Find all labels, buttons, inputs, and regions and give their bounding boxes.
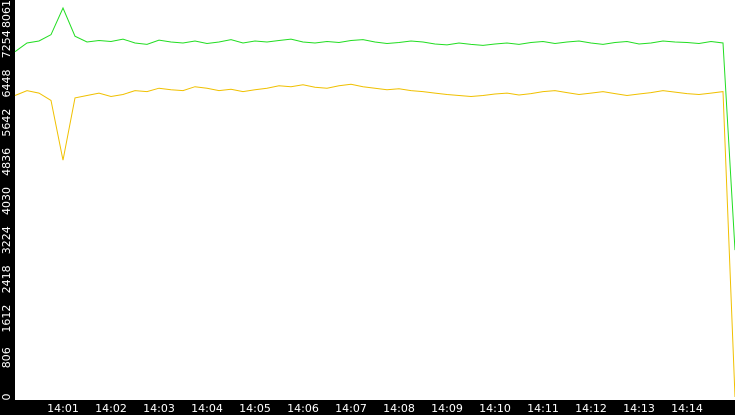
y-tick-label: 6448 [0,69,13,97]
y-tick-label: 7254 [0,30,13,58]
x-tick-label: 14:03 [143,402,175,415]
x-tick-label: 14:02 [95,402,127,415]
y-tick-label: 4030 [0,187,13,215]
x-tick-label: 14:11 [527,402,559,415]
x-tick-label: 14:06 [287,402,319,415]
x-tick-label: 14:12 [575,402,607,415]
x-tick-label: 14:04 [191,402,223,415]
y-tick-label: 0 [0,394,13,401]
x-tick-label: 14:01 [47,402,79,415]
x-tick-label: 14:07 [335,402,367,415]
x-tick-label: 14:14 [671,402,703,415]
x-tick-label: 14:10 [479,402,511,415]
series-line [14,6,735,251]
y-tick-label: 1612 [0,305,13,333]
x-tick-label: 14:08 [383,402,415,415]
y-tick-label: 5642 [0,109,13,137]
y-tick-label: 3224 [0,226,13,254]
x-tick-label: 14:13 [623,402,655,415]
x-tick-label: 14:05 [239,402,271,415]
series-line [14,83,735,398]
y-tick-label: 4836 [0,148,13,176]
y-tick-label: 8061 [0,0,13,28]
y-tick-label: 2418 [0,265,13,293]
x-tick-label: 14:09 [431,402,463,415]
y-tick-label: 806 [0,347,13,368]
plot-area [15,0,735,400]
